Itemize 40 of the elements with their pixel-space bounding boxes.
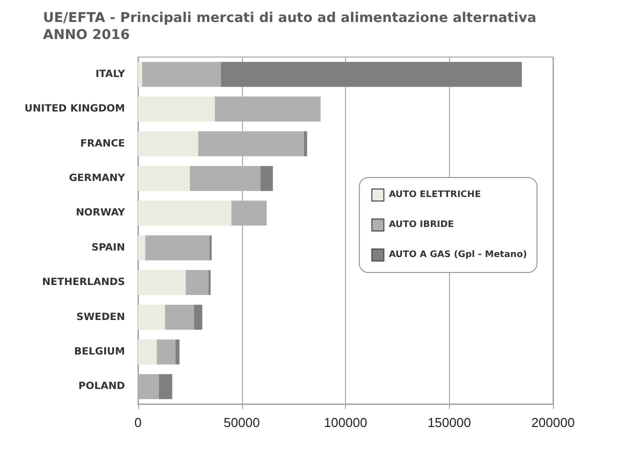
bar bbox=[138, 166, 190, 191]
bar bbox=[142, 62, 221, 87]
legend-label: AUTO IBRIDE bbox=[388, 220, 454, 230]
bar bbox=[138, 270, 186, 296]
bar bbox=[175, 339, 180, 364]
x-tick-label: 200000 bbox=[531, 415, 575, 430]
bar bbox=[138, 96, 215, 122]
bar bbox=[221, 62, 522, 87]
bar bbox=[156, 339, 176, 364]
y-tick-label: ITALY bbox=[95, 68, 126, 80]
chart-subtitle: ANNO 2016 bbox=[43, 27, 130, 43]
legend-label: AUTO A GAS (Gpl - Metano) bbox=[388, 250, 527, 260]
bar bbox=[304, 131, 308, 156]
x-tick-label: 150000 bbox=[428, 415, 471, 430]
chart-title: UE/EFTA - Principali mercati di auto ad alimentazione alternativa bbox=[43, 10, 536, 26]
y-tick-label: FRANCE bbox=[80, 138, 126, 150]
x-tick-label: 50000 bbox=[224, 415, 260, 430]
bar bbox=[138, 62, 142, 87]
bar bbox=[138, 131, 198, 156]
x-tick-label: 0 bbox=[134, 415, 142, 430]
y-tick-label: UNITED KINGDOM bbox=[24, 104, 126, 115]
bar bbox=[158, 374, 172, 400]
bar bbox=[186, 270, 209, 296]
y-tick-label: BELGIUM bbox=[74, 346, 126, 358]
bar bbox=[164, 304, 194, 330]
bar bbox=[138, 200, 232, 226]
bar bbox=[138, 304, 165, 330]
y-tick-label: SPAIN bbox=[92, 242, 125, 254]
bar bbox=[260, 166, 273, 191]
bar bbox=[194, 304, 202, 330]
legend-label: AUTO ELETTRICHE bbox=[388, 190, 481, 200]
bar bbox=[145, 235, 210, 260]
bar bbox=[138, 235, 146, 260]
y-tick-label: NETHERLANDS bbox=[42, 277, 125, 288]
y-tick-label: POLAND bbox=[78, 381, 125, 392]
y-tick-label: GERMANY bbox=[68, 172, 126, 184]
x-tick-label: 100000 bbox=[324, 415, 368, 430]
bar bbox=[138, 339, 157, 364]
y-tick-label: NORWAY bbox=[76, 208, 126, 219]
y-tick-label: SWEDEN bbox=[76, 312, 125, 323]
